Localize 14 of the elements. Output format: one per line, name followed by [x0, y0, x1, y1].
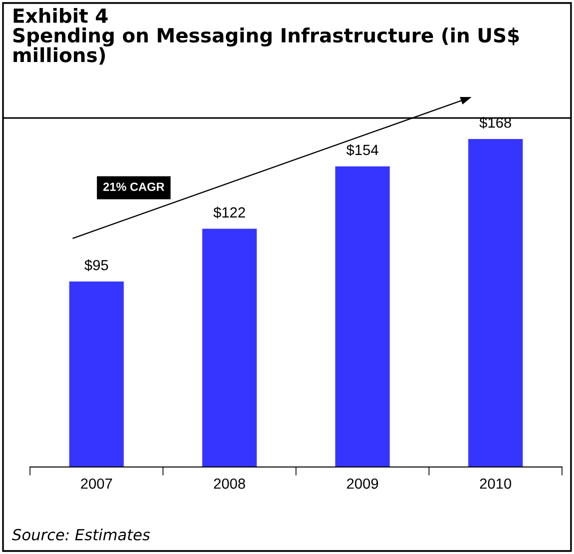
bar — [202, 228, 257, 467]
bar — [468, 138, 523, 467]
data-label: $95 — [84, 259, 108, 272]
chart-title: Exhibit 4 Spending on Messaging Infrastructure (in US$ millions) — [13, 8, 519, 65]
x-tick-label: 2008 — [214, 478, 246, 489]
source-note: Source: Estimates — [12, 528, 150, 540]
x-tick-label: 2010 — [480, 478, 512, 489]
data-label: $122 — [213, 206, 245, 218]
x-tick-label: 2007 — [81, 478, 112, 489]
bar — [69, 282, 124, 467]
data-label: $154 — [346, 144, 378, 156]
bar — [335, 166, 390, 467]
x-tick-label: 2009 — [347, 478, 378, 489]
annotation: 21% CAGR — [103, 182, 164, 191]
